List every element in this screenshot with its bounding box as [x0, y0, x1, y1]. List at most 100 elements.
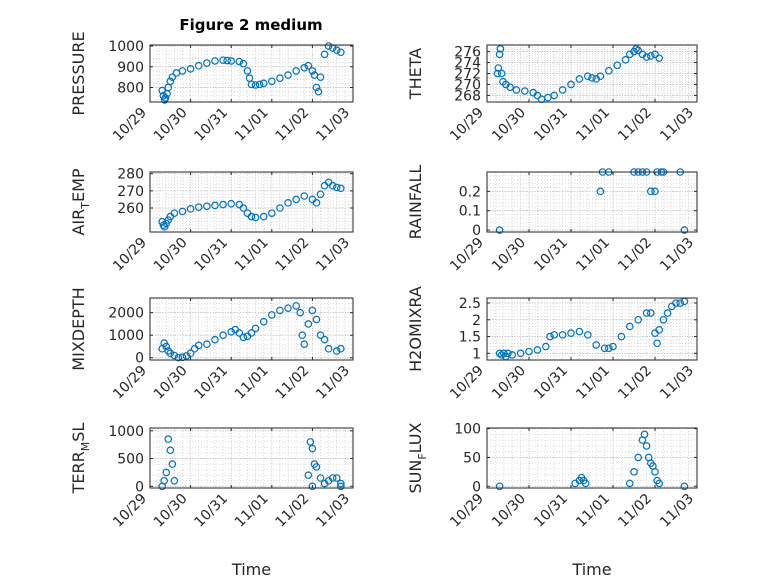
- data-point: [251, 324, 260, 333]
- data-point: [655, 54, 664, 62]
- data-point: [239, 333, 248, 342]
- data-point: [575, 327, 584, 336]
- data-point: [516, 349, 525, 358]
- data-point: [227, 328, 236, 336]
- data-point: [328, 181, 337, 190]
- data-point: [170, 351, 179, 360]
- data-point: [332, 347, 341, 355]
- subplot-mixdepth: 0 1000 2000 10/29 10/30 10/31 11/01 11/02 11/03 M…: [69, 287, 354, 403]
- data-point: [609, 342, 617, 351]
- data-point: [316, 331, 325, 340]
- data-point: [550, 91, 559, 100]
- data-point: [247, 329, 256, 337]
- data-point: [541, 342, 550, 351]
- data-point: [161, 94, 170, 102]
- y-tick-label: 270: [117, 184, 144, 200]
- data-point: [337, 184, 345, 193]
- major-grid: [150, 428, 353, 488]
- series-mixdepth: [158, 302, 345, 362]
- data-point: [316, 190, 325, 199]
- y-tick-label: 2000: [108, 306, 144, 322]
- plot-area: [150, 172, 353, 232]
- data-point: [166, 77, 175, 86]
- major-grid: [487, 45, 697, 102]
- data-point: [227, 57, 236, 65]
- y-tick-label: 2: [472, 313, 481, 329]
- data-point: [304, 471, 313, 480]
- data-point: [160, 476, 169, 485]
- axes-box: [486, 297, 698, 361]
- plot-area: [487, 428, 697, 488]
- data-point: [520, 87, 529, 95]
- data-point: [642, 309, 651, 317]
- data-point: [259, 79, 268, 88]
- data-point: [642, 53, 651, 61]
- data-point: [312, 315, 321, 324]
- data-point: [159, 91, 168, 100]
- data-point: [575, 75, 584, 83]
- data-point: [292, 302, 300, 310]
- data-point: [680, 482, 689, 491]
- x-tick-label: 11/01: [232, 363, 272, 403]
- data-point: [651, 50, 659, 59]
- data-point: [328, 474, 337, 482]
- subplot-sun-flux: 0 50 100 10/29 10/30 10/31 11/01 11/02 11/03 SUNF…: [406, 422, 698, 579]
- data-point: [308, 67, 317, 75]
- data-point: [632, 45, 640, 53]
- data-point: [596, 72, 605, 81]
- y-axis-label: PRESSURE: [69, 31, 88, 115]
- y-tick-label: 2.5: [459, 296, 481, 312]
- data-point: [651, 187, 659, 196]
- data-point: [194, 341, 203, 350]
- data-point: [251, 213, 260, 222]
- data-point: [604, 344, 613, 353]
- data-point: [292, 67, 300, 75]
- data-point: [284, 199, 292, 207]
- data-point: [306, 438, 315, 446]
- y-axis-label: AIRTEMP: [69, 168, 92, 235]
- x-tick-label: 10/31: [531, 235, 571, 275]
- x-tick-label: 11/02: [273, 491, 313, 531]
- minor-grid: [150, 45, 353, 102]
- data-point: [495, 482, 504, 491]
- data-point: [162, 468, 171, 477]
- axes-box: [149, 171, 354, 233]
- y-tick-label: 268: [454, 88, 481, 104]
- x-tick-label: 10/29: [447, 491, 487, 531]
- data-point: [320, 50, 329, 59]
- major-grid: [150, 172, 353, 232]
- y-tick-label: 272: [454, 67, 481, 83]
- data-point: [558, 86, 567, 94]
- data-point: [312, 83, 321, 92]
- axes-box: [486, 171, 698, 233]
- x-tick-label: 11/02: [273, 105, 313, 145]
- y-tick-label: 0.2: [459, 184, 481, 200]
- data-point: [337, 48, 345, 57]
- x-tick-label: 11/03: [313, 363, 353, 403]
- data-point: [314, 87, 323, 96]
- data-point: [337, 479, 345, 488]
- data-point: [640, 430, 649, 439]
- data-point: [186, 205, 195, 213]
- data-point: [533, 346, 542, 354]
- data-point: [267, 209, 276, 217]
- data-point: [508, 351, 517, 359]
- y-tick-label: 280: [117, 167, 144, 183]
- data-point: [170, 209, 179, 217]
- data-point: [267, 77, 276, 86]
- y-tick-label: 270: [454, 77, 481, 93]
- x-tick-label: 11/02: [273, 235, 313, 275]
- x-tick-label: 11/03: [657, 491, 697, 531]
- data-point: [164, 347, 173, 355]
- x-tick-label: 11/01: [232, 235, 272, 275]
- data-point: [672, 299, 680, 307]
- y-axis-label: RAINFALL: [406, 165, 425, 240]
- data-point: [298, 331, 307, 340]
- data-point: [634, 46, 643, 55]
- y-tick-label: 0: [472, 479, 481, 495]
- y-tick-label: 500: [117, 452, 144, 468]
- data-point: [247, 212, 256, 221]
- y-tick-label: 0: [135, 351, 144, 367]
- data-point: [247, 80, 256, 89]
